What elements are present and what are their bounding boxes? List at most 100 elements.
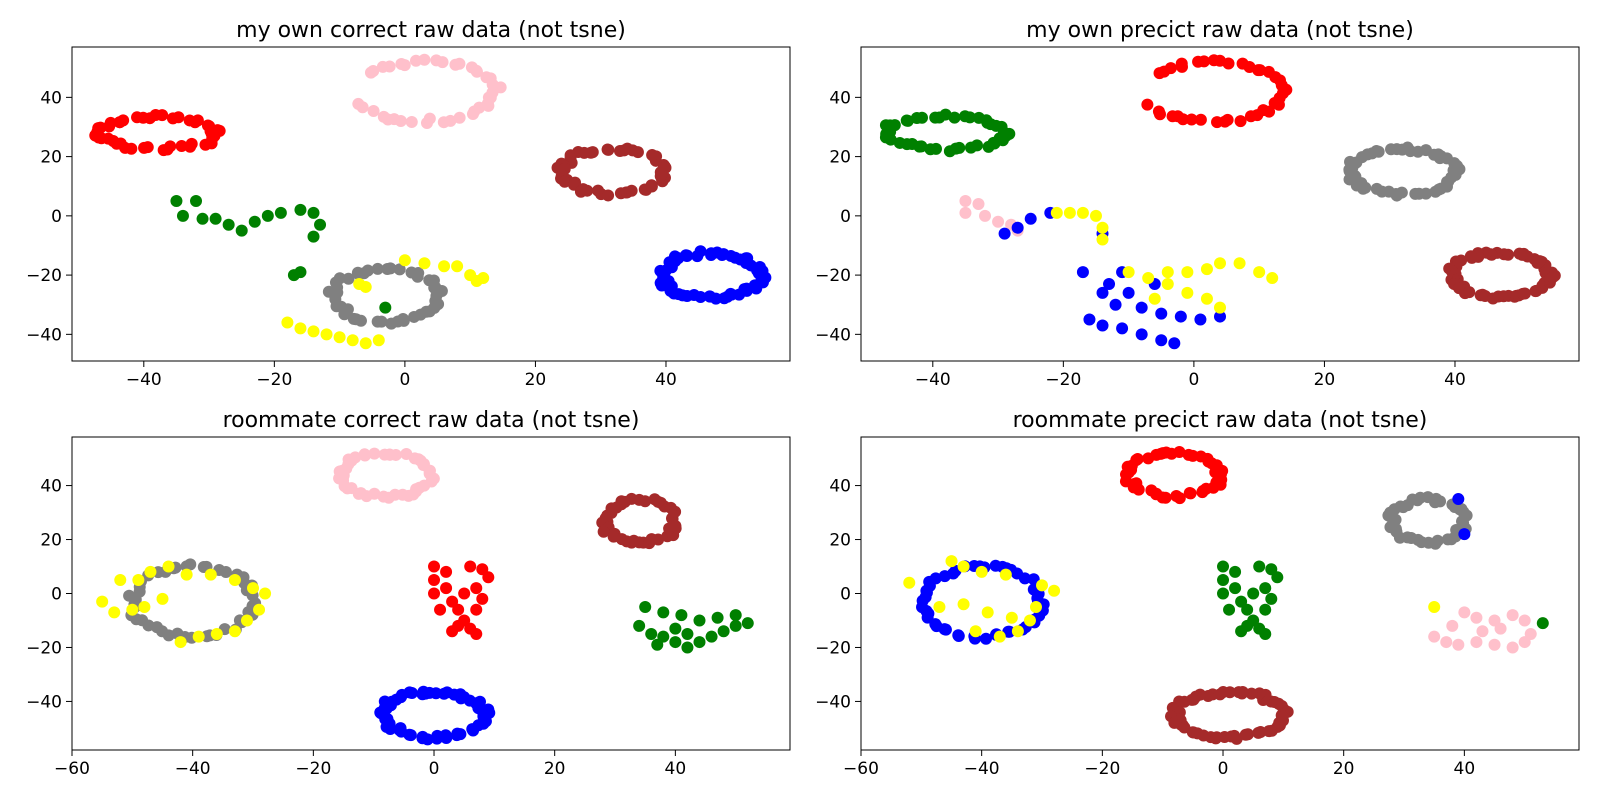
scatter-point [446,625,459,638]
scatter-point [675,609,688,622]
scatter-point [1214,301,1226,314]
scatter-point [1185,113,1198,126]
scatter-point [1259,603,1272,616]
scatter-point [452,603,465,616]
scatter-point [970,139,983,152]
scatter-point [633,619,646,632]
scatter-point [376,60,389,73]
scatter-point [307,325,320,338]
scatter-point [1005,611,1018,624]
scatter-point [240,614,253,627]
scatter-point [359,337,372,350]
scatter-point [1465,251,1478,264]
scatter-point [176,209,189,222]
scatter-point [125,142,138,155]
scatter-point [1271,571,1284,584]
scatter-point [1247,587,1260,600]
scatter-point [108,606,121,619]
chart-title: roommate precict raw data (not tsne) [1013,408,1428,433]
scatter-point [454,728,467,741]
scatter-point [1181,286,1194,299]
scatter-point [1194,113,1207,126]
scatter-point [180,560,193,573]
scatter-point [972,198,985,210]
scatter-point [602,189,615,202]
scatter-point [477,710,490,723]
scatter-point [314,218,327,231]
scatter-point [1494,622,1507,635]
scatter-point [416,688,429,701]
scatter-point [428,560,441,573]
y-tick-label: 20 [829,148,851,168]
scatter-point [1428,600,1441,613]
cluster-6 [1050,206,1279,314]
scatter-point [294,322,307,335]
scatter-point [1183,487,1196,500]
scatter-point [1235,625,1248,638]
scatter-point [1159,491,1172,504]
scatter-point [657,606,670,619]
scatter-point [451,260,464,273]
scatter-point [394,114,407,127]
cluster-9 [1165,685,1294,745]
scatter-point [141,141,154,154]
scatter-point [1103,277,1116,290]
scatter-point [998,227,1011,240]
scatter-point [440,582,453,595]
x-tick-label: −40 [126,370,162,390]
scatter-point [1161,266,1174,279]
y-tick-label: −40 [26,692,62,712]
scatter-point [423,112,436,125]
scatter-point [1109,298,1122,311]
scatter-point [439,729,452,742]
scatter-point [669,622,682,635]
scatter-point [190,195,203,208]
x-tick-label: −20 [256,370,292,390]
scatter-point [759,271,772,284]
scatter-point [1524,627,1537,640]
scatter-point [113,116,126,129]
x-tick-label: −60 [843,759,879,779]
scatter-point [405,116,418,129]
scatter-point [294,266,307,279]
scatter-point [1428,630,1441,643]
scatter-point [1024,212,1037,225]
scatter-point [1116,322,1129,335]
scatter-point [884,133,897,146]
scatter-point [652,533,665,546]
cluster-8 [1428,600,1441,613]
scatter-point [1241,603,1254,616]
scatter-point [1470,636,1483,649]
x-tick-label: 40 [665,759,687,779]
scatter-point [910,111,923,124]
scatter-point [1265,592,1278,605]
scatter-point [1223,603,1236,616]
y-tick-label: 40 [829,477,851,497]
scatter-point [989,559,1002,572]
scatter-point [1132,483,1145,496]
scatter-point [729,609,742,622]
scatter-point [645,179,658,192]
x-tick-label: 20 [525,370,547,390]
scatter-point [648,493,661,506]
scatter-point [1518,614,1531,627]
y-tick-label: −40 [815,325,851,345]
scatter-point [1385,143,1398,156]
scatter-point [427,472,440,485]
y-tick-label: 40 [40,88,62,108]
scatter-point [1546,271,1559,284]
scatter-point [681,627,694,640]
scatter-point [705,630,718,643]
scatter-point [613,145,626,158]
scatter-point [1236,57,1249,70]
scatter-point [261,209,274,222]
scatter-point [1431,534,1444,547]
scatter-point [1122,266,1135,279]
scatter-point [164,140,177,153]
scatter-point [1419,187,1432,200]
scatter-point [444,114,457,127]
scatter-point [957,560,970,573]
y-tick-label: 0 [840,585,851,605]
scatter-point [354,314,367,327]
